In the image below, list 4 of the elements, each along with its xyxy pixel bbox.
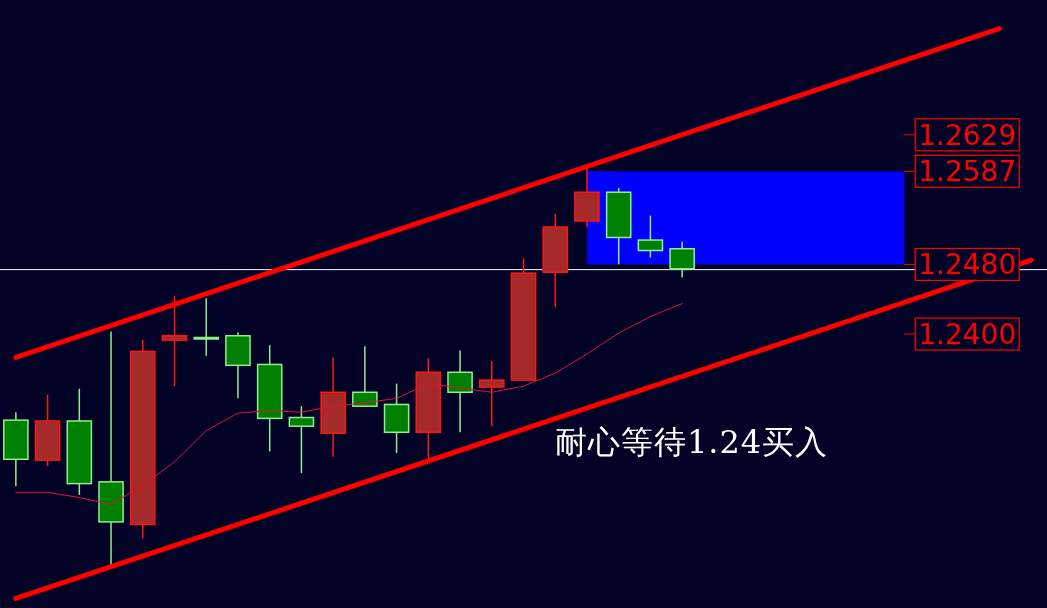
y-tick-label: 1.2629 bbox=[918, 118, 1017, 152]
y-tick-label: 1.2587 bbox=[918, 155, 1017, 189]
y-tick-label: 1.2400 bbox=[918, 318, 1017, 352]
y-tick-label: 1.2480 bbox=[918, 248, 1017, 282]
